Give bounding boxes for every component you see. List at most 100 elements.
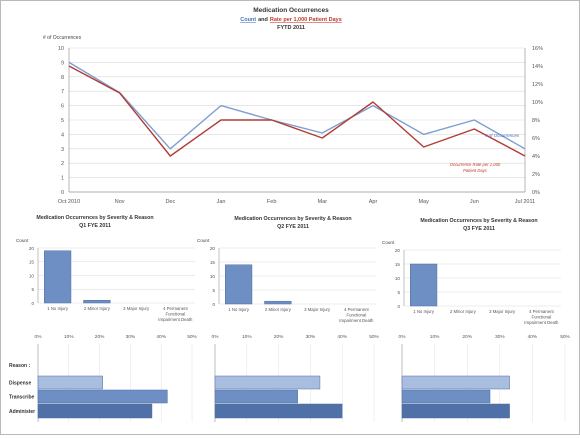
y-tick-label: 15: [210, 260, 216, 265]
y2-tick-label: 8%: [532, 118, 540, 124]
x-tick-label: 20%: [274, 334, 284, 340]
line-chart-title: Medication Occurrences: [253, 7, 329, 14]
severity-chart-ylabel: Count: [197, 238, 210, 243]
x-tick-label: 30%: [306, 334, 316, 340]
y-tick-label: 0: [397, 304, 400, 309]
category-label: 4 Permanent Functional Impairment Death: [339, 307, 374, 323]
x-tick-label: 40%: [337, 334, 347, 340]
count-series-line: [68, 61, 526, 150]
y-tick-label: 5: [31, 287, 34, 292]
reason-bar: [214, 375, 321, 390]
x-tick-label: 10%: [64, 334, 74, 340]
y2-tick-label: 2%: [532, 172, 540, 178]
severity-chart-ylabel: Count: [16, 238, 29, 243]
x-tick-label: 10%: [430, 334, 440, 340]
legend-count-label: # of Occurrences: [485, 133, 520, 138]
y-tick-label: 10: [210, 274, 216, 279]
x-tick-label: Oct 2010: [58, 199, 80, 205]
y-tick-label: 5: [397, 290, 400, 295]
reason-chart-q3: 0% 10% 20% 30% 40% 50%: [399, 334, 571, 422]
x-tick-label: Feb: [267, 199, 276, 205]
x-tick-label: 30%: [495, 334, 505, 340]
category-label-line: 2 Minor Injury: [265, 307, 292, 312]
y-tick-label: 7: [61, 89, 64, 95]
severity-chart-subtitle: Q1 FYE 2011: [79, 223, 111, 229]
y-tick-label: 5: [61, 118, 64, 124]
y-tick-label: 8: [61, 75, 64, 81]
x-tick-label: 40%: [528, 334, 538, 340]
y-tick-label: 20: [29, 246, 35, 251]
category-label-line: Functional: [531, 315, 551, 320]
x-tick-label: 0%: [399, 334, 407, 340]
x-tick-label: 0%: [212, 334, 220, 340]
y-tick-label: 9: [61, 60, 64, 66]
x-tick-label: Mar: [318, 199, 328, 205]
severity-bar: [225, 264, 253, 305]
category-label-line: Impairment Death: [524, 320, 559, 325]
severity-chart-title: Medication Occurrences by Severity & Rea…: [36, 215, 153, 221]
category-label: 3 Major Injury: [123, 306, 150, 311]
y2-tick-label: 16%: [532, 46, 543, 52]
category-label-line: Impairment Death: [339, 318, 374, 323]
y2-tick-label: 6%: [532, 136, 540, 142]
category-label-line: 3 Major Injury: [489, 309, 516, 314]
y-tick-label: 0: [61, 190, 64, 196]
legend-rate-label: Occurrence Rate per 1,000 Patient Days: [450, 162, 501, 173]
subtitle-and: and: [258, 17, 268, 23]
reason-charts: Reason : Dispense Transcribe Administer 0% 1…: [9, 334, 571, 422]
category-label: 3 Major Injury: [304, 307, 331, 312]
x-tick-label: Apr: [369, 199, 378, 205]
x-tick-label: Jan: [217, 199, 226, 205]
subtitle-count: Count: [240, 17, 256, 23]
category-label: 2 Minor Injury: [84, 306, 111, 311]
category-label: 2 Minor Injury: [265, 307, 292, 312]
y2-tick-label: 12%: [532, 82, 543, 88]
severity-bar: [44, 250, 72, 304]
severity-chart-q3: Medication Occurrences by Severity & Rea…: [382, 218, 561, 325]
x-tick-label: 20%: [462, 334, 472, 340]
y2-tick-label: 0%: [532, 190, 540, 196]
reason-row-label: Administer: [9, 409, 35, 415]
reason-row-label: Transcribe: [9, 395, 35, 401]
x-tick-label: 10%: [242, 334, 252, 340]
category-label: 2 Minor Injury: [450, 309, 477, 314]
y-tick-label: 15: [395, 262, 401, 267]
x-tick-label: 50%: [369, 334, 379, 340]
category-label-line: 3 Major Injury: [123, 306, 150, 311]
y-tick-label: 6: [61, 104, 64, 110]
legend-rate-line1: Occurrence Rate per 1,000: [450, 162, 501, 167]
severity-chart-title: Medication Occurrences by Severity & Rea…: [234, 216, 351, 222]
line-chart-grid: [69, 47, 525, 193]
reason-chart-q2: 0% 10% 20% 30% 40% 50%: [212, 334, 380, 422]
x-tick-label: Jul 2011: [515, 199, 535, 205]
y-tick-label: 10: [395, 276, 401, 281]
category-label: 3 Major Injury: [489, 309, 516, 314]
x-tick-label: 30%: [126, 334, 136, 340]
y-tick-label: 0: [31, 301, 34, 306]
category-label-line: 1 No Injury: [413, 309, 435, 314]
category-label-line: 2 Minor Injury: [84, 306, 111, 311]
category-label: 1 No Injury: [228, 307, 250, 312]
severity-chart-subtitle: Q3 FYE 2011: [463, 226, 495, 232]
category-label-line: Functional: [346, 313, 366, 318]
line-chart-subtitle: Count and Rate per 1,000 Patient Days: [240, 17, 342, 23]
x-tick-label: 20%: [95, 334, 105, 340]
reason-label: Reason :: [9, 363, 30, 369]
y-tick-label: 1: [61, 176, 64, 182]
rate-series-line: [68, 65, 526, 157]
category-label-line: Functional: [165, 312, 185, 317]
reason-bar: [37, 389, 168, 404]
y-tick-label: 20: [210, 246, 216, 251]
category-label-line: 4 Permanent: [529, 309, 554, 314]
y-tick-label: 10: [58, 46, 64, 52]
y2-tick-label: 14%: [532, 64, 543, 70]
line-chart-ylabel: # of Occurrences: [43, 35, 82, 41]
severity-bar: [83, 300, 111, 304]
y2-tick-label: 4%: [532, 154, 540, 160]
y-tick-label: 0: [212, 302, 215, 307]
y-tick-label: 3: [61, 147, 64, 153]
subtitle-rate: Rate per 1,000 Patient Days: [270, 17, 342, 23]
x-tick-label: May: [418, 199, 429, 205]
